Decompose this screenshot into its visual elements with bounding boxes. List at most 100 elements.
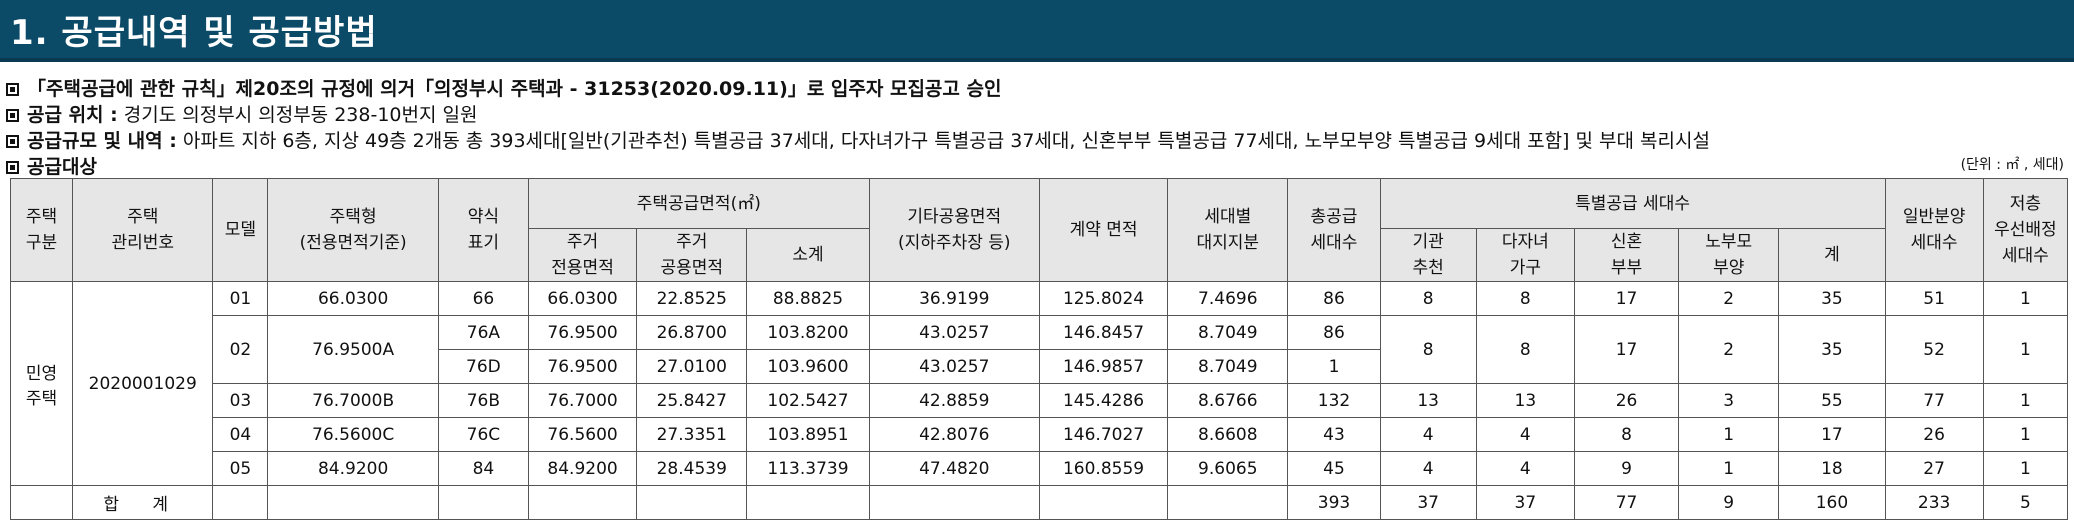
col-special: 특별공급 세대수	[1379, 178, 1886, 229]
newly-sum-cell: 77	[1573, 485, 1680, 520]
location-value: 경기도 의정부시 의정부동 238-10번지 일원	[123, 104, 478, 126]
sum-cell: 35	[1778, 281, 1886, 316]
mgmt-no-cell: 2020001029	[72, 281, 214, 486]
col-general: 일반분양 세대수	[1884, 178, 1984, 282]
total-cell: 43	[1287, 417, 1381, 452]
general-cell: 27	[1884, 451, 1984, 486]
multi-cell: 8	[1475, 281, 1575, 316]
table-row: 04 76.5600C 76C 76.5600 27.3351 103.8951…	[11, 417, 2069, 452]
col-common: 주거 공용면적	[636, 228, 748, 282]
special-sum-cell: 160	[1778, 485, 1886, 520]
location-line: 공급 위치 : 경기도 의정부시 의정부동 238-10번지 일원	[6, 102, 2066, 128]
model-cell: 04	[212, 417, 269, 452]
subtotal-cell: 102.5427	[746, 383, 870, 418]
housing-type-cell: 민영 주택	[9, 281, 74, 486]
general-sum-cell: 233	[1884, 485, 1984, 520]
subtotal-cell: 88.8825	[746, 281, 870, 316]
scale-line: 공급규모 및 내역 : 아파트 지하 6층, 지상 49층 2개동 총 393세…	[6, 128, 2066, 154]
empty-cell	[9, 485, 74, 520]
other-cell: 42.8859	[868, 383, 1040, 418]
section-title: 1. 공급내역 및 공급방법	[10, 12, 378, 53]
elder-sum-cell: 9	[1678, 485, 1780, 520]
newly-cell: 9	[1573, 451, 1680, 486]
multi-cell: 4	[1475, 417, 1575, 452]
col-institution: 기관 추천	[1379, 228, 1477, 282]
total-cell: 86	[1287, 281, 1381, 316]
inst-cell: 8	[1379, 315, 1477, 384]
subtotal-cell: 103.8200	[746, 315, 870, 350]
subtotal-cell: 103.9600	[746, 349, 870, 384]
target-label: 공급대상	[27, 156, 97, 178]
elder-cell: 1	[1678, 417, 1780, 452]
col-supply-area: 주택공급면적(㎡)	[527, 178, 870, 229]
contract-cell: 146.8457	[1038, 315, 1169, 350]
col-elderly: 노부모 부양	[1678, 228, 1780, 282]
type-cell: 84.9200	[267, 451, 439, 486]
col-special-sum: 계	[1778, 228, 1886, 282]
excl-cell: 66.0300	[527, 281, 638, 316]
low-cell: 1	[1982, 417, 2069, 452]
newly-cell: 17	[1573, 281, 1680, 316]
abbr-cell: 76D	[437, 349, 529, 384]
col-subtotal: 소계	[746, 228, 870, 282]
totals-label: 합 계	[103, 495, 183, 515]
col-low-floor: 저층 우선배정 세대수	[1982, 178, 2069, 282]
contract-cell: 125.8024	[1038, 281, 1169, 316]
square-bullet-icon	[6, 108, 19, 122]
sum-cell: 55	[1778, 383, 1886, 418]
table-row: 03 76.7000B 76B 76.7000 25.8427 102.5427…	[11, 383, 2069, 418]
inst-sum-cell: 37	[1379, 485, 1477, 520]
common-cell: 26.8700	[636, 315, 748, 350]
empty-cell	[746, 485, 870, 520]
other-cell: 42.8076	[868, 417, 1040, 452]
other-cell: 43.0257	[868, 315, 1040, 350]
scale-value: 아파트 지하 6층, 지상 49층 2개동 총 393세대[일반(기관추천) 특…	[182, 130, 1710, 152]
multi-cell: 8	[1475, 315, 1575, 384]
elder-cell: 3	[1678, 383, 1780, 418]
empty-cell	[636, 485, 748, 520]
low-sum-cell: 5	[1982, 485, 2069, 520]
model-cell: 03	[212, 383, 269, 418]
col-mgmt-no: 주택 관리번호	[72, 178, 214, 282]
inst-cell: 4	[1379, 451, 1477, 486]
land-cell: 8.7049	[1167, 315, 1289, 350]
unit-note: (단위 : ㎡ , 세대)	[1960, 157, 2064, 173]
sum-cell: 18	[1778, 451, 1886, 486]
empty-cell	[527, 485, 638, 520]
other-cell: 36.9199	[868, 281, 1040, 316]
other-cell: 43.0257	[868, 349, 1040, 384]
common-cell: 25.8427	[636, 383, 748, 418]
general-cell: 26	[1884, 417, 1984, 452]
square-bullet-icon	[6, 82, 19, 96]
col-multichild: 다자녀 가구	[1475, 228, 1575, 282]
common-cell: 28.4539	[636, 451, 748, 486]
empty-cell	[1038, 485, 1169, 520]
col-housing-type: 주택 구분	[9, 178, 74, 282]
low-cell: 1	[1982, 281, 2069, 316]
type-cell: 76.9500A	[267, 315, 439, 384]
total-sum-cell: 393	[1287, 485, 1381, 520]
table-row: 02 76.9500A 76A 76.9500 26.8700 103.8200…	[11, 315, 2069, 384]
land-cell: 8.7049	[1167, 349, 1289, 384]
empty-cell	[1167, 485, 1289, 520]
elder-cell: 2	[1678, 281, 1780, 316]
col-other-common: 기타공용면적 (지하주차장 등)	[868, 178, 1040, 282]
abbr-cell: 84	[437, 451, 529, 486]
abbr-cell: 66	[437, 281, 529, 316]
col-model: 모델	[212, 178, 269, 282]
type-cell: 76.7000B	[267, 383, 439, 418]
common-cell: 22.8525	[636, 281, 748, 316]
elder-cell: 2	[1678, 315, 1780, 384]
excl-cell: 76.7000	[527, 383, 638, 418]
sum-cell: 35	[1778, 315, 1886, 384]
elder-cell: 1	[1678, 451, 1780, 486]
target-line: 공급대상	[6, 154, 2066, 180]
land-cell: 8.6766	[1167, 383, 1289, 418]
subtotal-cell: 103.8951	[746, 417, 870, 452]
general-cell: 77	[1884, 383, 1984, 418]
model-cell: 05	[212, 451, 269, 486]
contract-cell: 146.9857	[1038, 349, 1169, 384]
col-contract-area: 계약 면적	[1038, 178, 1169, 282]
abbr-cell: 76B	[437, 383, 529, 418]
land-cell: 9.6065	[1167, 451, 1289, 486]
